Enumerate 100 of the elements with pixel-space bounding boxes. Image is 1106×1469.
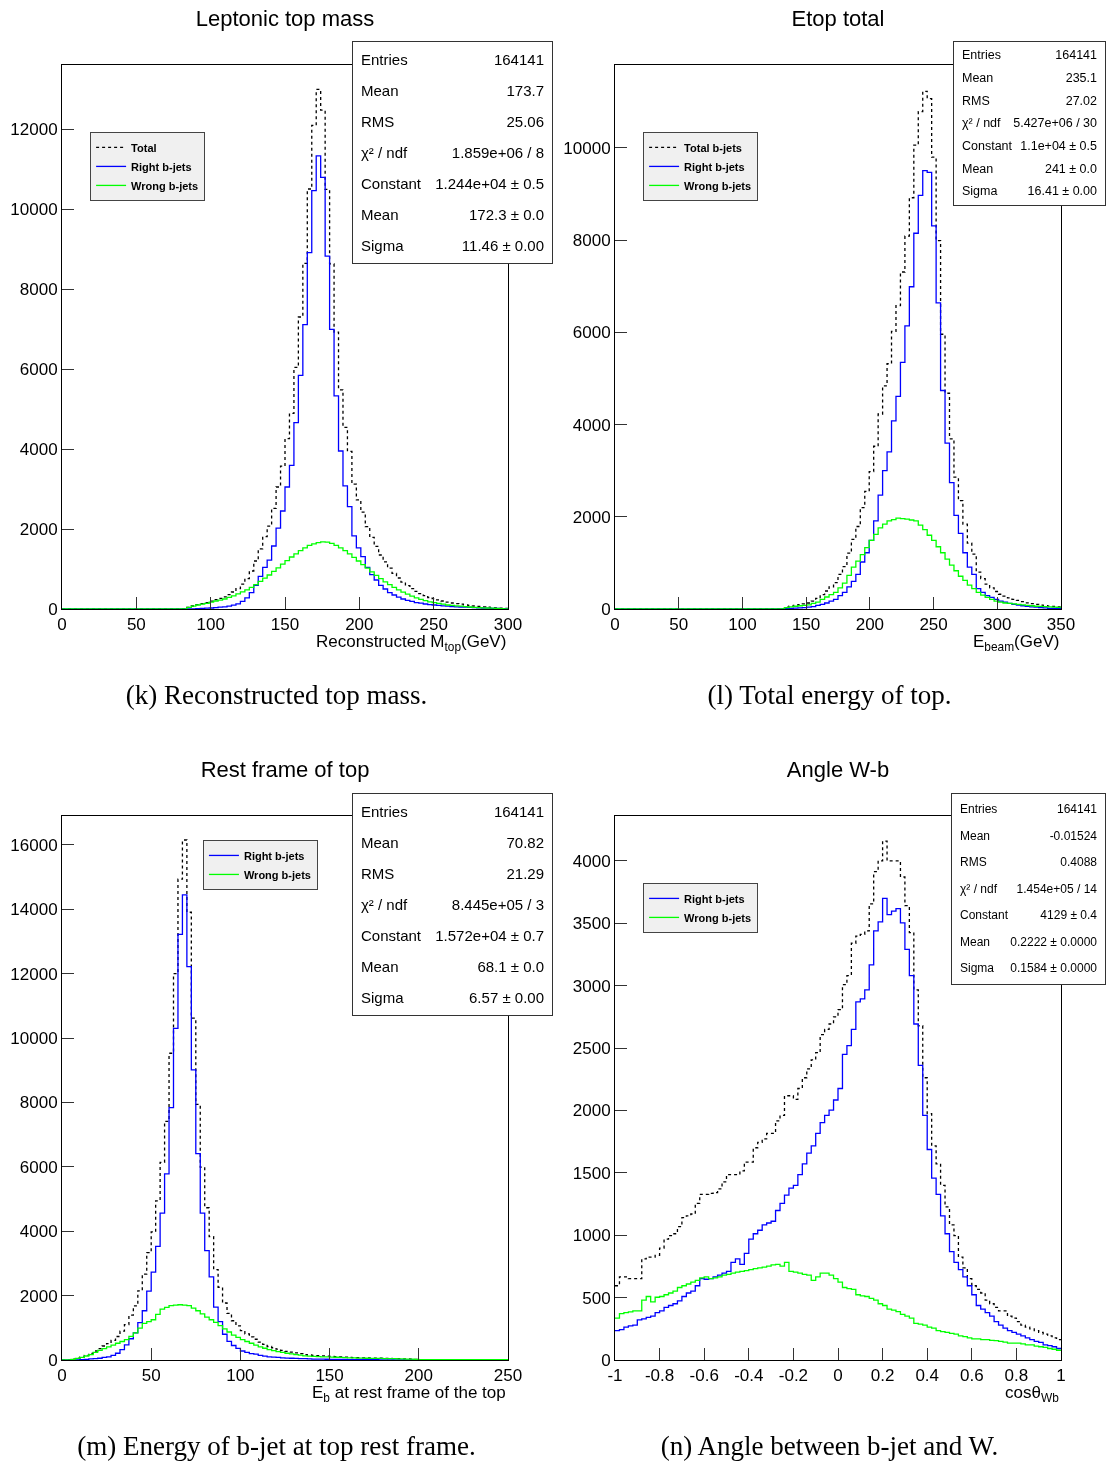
chart-title: Rest frame of top: [200, 756, 370, 782]
x-tick-label: 0.8: [1004, 1366, 1029, 1386]
annotation: 5.427e+06 / 30: [1013, 116, 1097, 131]
annotation: 25.06: [506, 113, 544, 130]
text: (k) Reconstructed top mass.: [124, 680, 429, 711]
x-tick-label: 1: [1056, 1366, 1066, 1386]
x-tick-label: 150: [315, 1366, 344, 1386]
text: (n) Angle between b-jet and W.: [659, 1431, 1000, 1462]
x-tick-label: 150: [270, 615, 300, 635]
chart-title: Angle W-b: [786, 756, 890, 782]
text: 164141: [1055, 48, 1097, 63]
x-tick-label: 200: [404, 1366, 433, 1386]
y-tick-label: 12000: [10, 119, 58, 139]
y-tick-label: 4000: [572, 415, 611, 435]
x-tick-label: 150: [791, 615, 821, 635]
chart-title: Leptonic top mass: [195, 5, 375, 31]
y-tick-label: 2000: [19, 519, 58, 539]
x-tick-label: 0: [833, 1366, 843, 1386]
annotation: 172.3 ± 0.0: [469, 206, 544, 223]
annotation: 1.244e+04 ± 0.5: [435, 175, 544, 192]
x-axis-title: E$_{b}$ at rest frame of the top: [312, 1383, 506, 1405]
annotation: Sigma: [962, 184, 998, 199]
x-axis-title: E$_{beam}$(GeV): [973, 632, 1060, 654]
annotation: 70.82: [506, 834, 544, 851]
chart-title: Etop total: [791, 5, 885, 31]
annotation: χ² / ndf: [361, 144, 408, 161]
annotation: RMS: [361, 865, 395, 882]
annotation: 164141: [1056, 802, 1097, 817]
x-tick-label: -0.2: [778, 1366, 809, 1386]
annotation: Sigma: [361, 989, 404, 1006]
legend-label: Right b-jets: [684, 892, 745, 905]
y-tick-label: 0: [601, 599, 611, 619]
y-tick-label: 500: [582, 1288, 611, 1308]
annotation: χ² / ndf: [361, 896, 408, 913]
annotation: Constant: [960, 908, 1009, 923]
x-tick-label: 50: [669, 615, 689, 635]
annotation: 21.29: [506, 865, 544, 882]
y-tick-label: 4000: [19, 1222, 58, 1242]
text: (l) Total energy of top.: [706, 680, 953, 711]
y-tick-label: 16000: [10, 835, 58, 855]
x-tick-label: -0.8: [644, 1366, 675, 1386]
legend-label: Total b-jets: [684, 141, 742, 154]
legend-label: Wrong b-jets: [684, 911, 752, 924]
legend-label: Right b-jets: [243, 849, 305, 862]
y-tick-label: 3500: [572, 914, 611, 934]
annotation: 1.572e+04 ± 0.7: [435, 927, 544, 944]
x-tick-label: 250: [919, 615, 948, 635]
annotation: Constant: [361, 175, 422, 192]
y-tick-label: 1500: [572, 1163, 611, 1183]
y-tick-label: 0: [48, 1350, 58, 1370]
annotation: Mean: [960, 828, 991, 843]
legend-label: Wrong b-jets: [684, 179, 752, 192]
annotation: Constant: [361, 927, 422, 944]
annotation: 4129 ± 0.4: [1040, 908, 1097, 923]
y-tick-label: 2000: [572, 507, 611, 527]
annotation: Entries: [361, 51, 408, 68]
x-tick-label: 200: [855, 615, 885, 635]
text: 27.02: [1065, 93, 1097, 108]
text: (m) Energy of b-jet at top rest frame.: [76, 1431, 477, 1462]
annotation: 8.445e+05 / 3: [451, 896, 544, 913]
annotation: 173.7: [506, 82, 544, 99]
annotation: 1.1e+04 ± 0.5: [1020, 139, 1097, 154]
annotation: Mean: [361, 958, 399, 975]
legend-label: Total: [131, 141, 157, 154]
x-tick-label: 300: [983, 615, 1012, 635]
x-tick-label: 250: [493, 1366, 523, 1386]
annotation: Mean: [361, 82, 399, 99]
y-tick-label: 10000: [10, 199, 58, 219]
annotation: Mean: [962, 161, 994, 176]
y-tick-label: 8000: [19, 279, 58, 299]
y-tick-label: 10000: [563, 138, 611, 158]
y-tick-label: 6000: [19, 359, 58, 379]
x-tick-label: 100: [728, 615, 757, 635]
x-tick-label: 300: [493, 615, 523, 635]
annotation: χ² / ndf: [962, 116, 1001, 131]
y-tick-label: 2500: [572, 1039, 611, 1059]
y-tick-label: 2000: [572, 1101, 611, 1121]
y-tick-label: 8000: [572, 231, 611, 251]
y-tick-label: 3000: [572, 976, 611, 996]
annotation: 164141: [493, 51, 544, 68]
annotation: 11.46 ± 0.00: [461, 237, 544, 254]
legend-label: Right b-jets: [131, 160, 192, 173]
x-tick-label: -0.4: [734, 1366, 764, 1386]
annotation: RMS: [962, 93, 990, 108]
y-tick-label: 2000: [19, 1286, 58, 1306]
legend-label: Wrong b-jets: [243, 868, 311, 881]
annotation: Entries: [361, 803, 408, 820]
annotation: Mean: [962, 71, 994, 86]
y-tick-label: 8000: [19, 1093, 58, 1113]
x-axis-title: Reconstructed M$_{top}$(GeV): [316, 632, 507, 654]
x-tick-label: 50: [126, 615, 146, 635]
annotation: 241 ± 0.0: [1044, 161, 1097, 176]
y-tick-label: 14000: [10, 900, 58, 920]
x-tick-label: 0.6: [959, 1366, 984, 1386]
annotation: RMS: [960, 855, 987, 870]
x-tick-label: 100: [226, 1366, 255, 1386]
x-tick-label: 0.2: [870, 1366, 895, 1386]
y-tick-label: 4000: [19, 439, 58, 459]
annotation: 0.1584 ± 0.0000: [1010, 961, 1097, 976]
annotation: 1.859e+06 / 8: [451, 144, 544, 161]
